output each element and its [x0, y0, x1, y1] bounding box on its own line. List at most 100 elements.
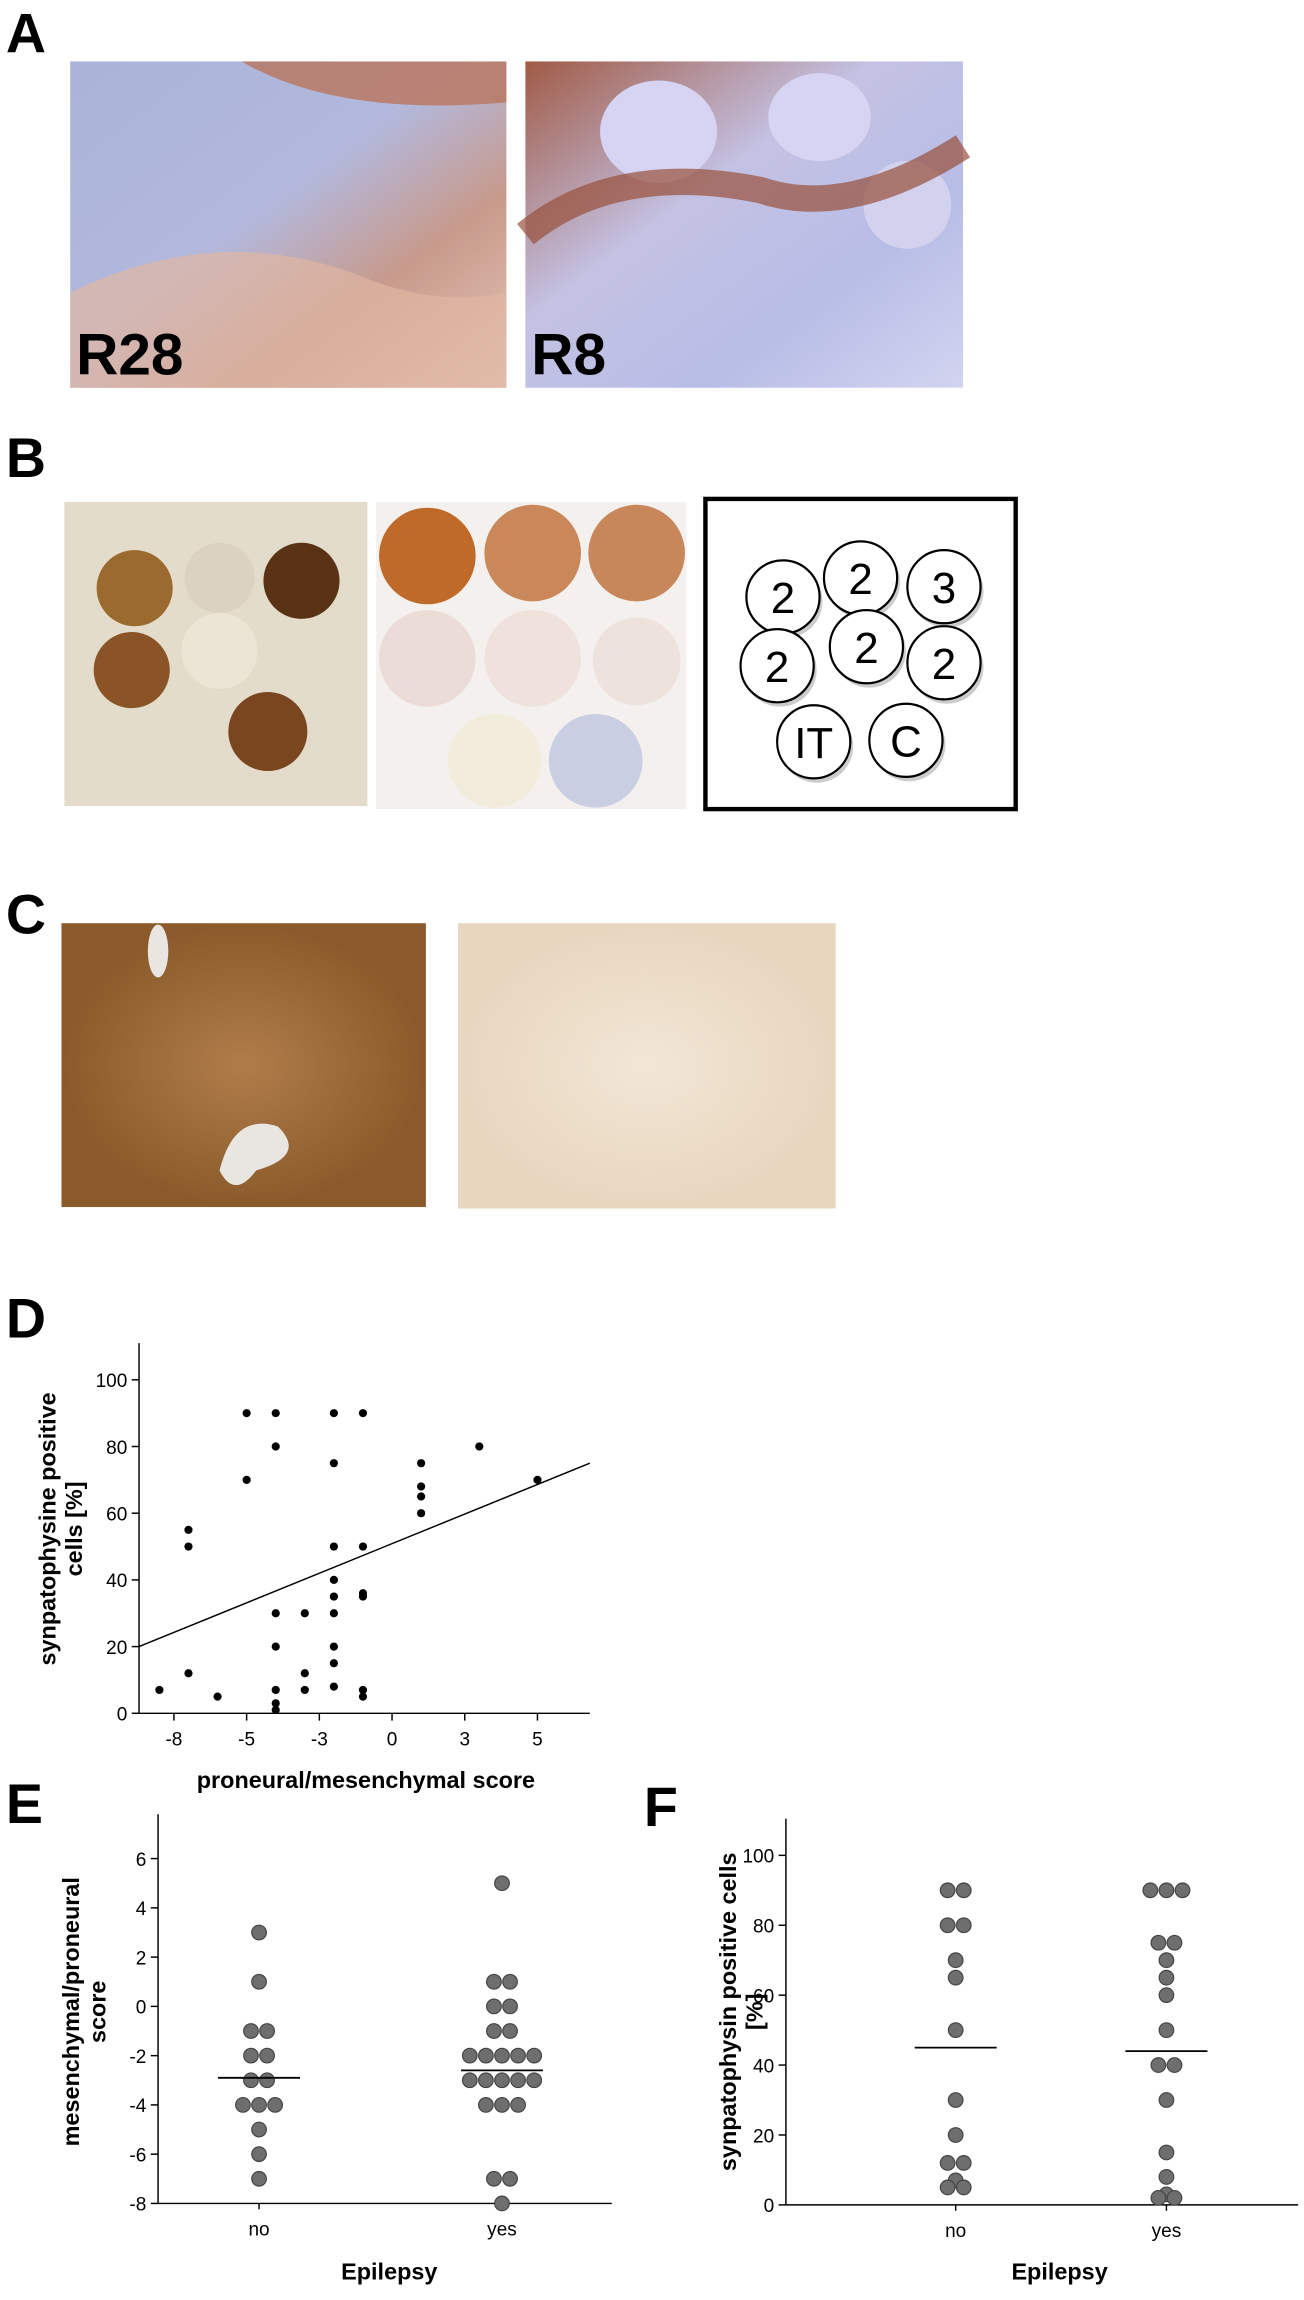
data-point: [955, 1917, 972, 1934]
panel-label: B: [6, 427, 46, 489]
data-point: [300, 1669, 309, 1678]
data-point: [502, 1973, 518, 1990]
data-point: [329, 1459, 338, 1468]
data-point: [259, 2047, 275, 2064]
score-label: C: [890, 717, 922, 766]
data-point: [329, 1609, 338, 1618]
data-point: [494, 1875, 510, 1892]
data-point: [486, 2170, 502, 2187]
y-axis-label: synpatophysin positive cells: [715, 1852, 741, 2171]
score-circle: [828, 609, 905, 685]
data-point: [939, 1882, 956, 1899]
data-point: [358, 1589, 368, 1598]
fit-line: [138, 1462, 591, 1648]
x-tick-label: 5: [532, 1729, 543, 1750]
data-point: [329, 1642, 338, 1651]
data-point: [329, 1409, 338, 1418]
data-point: [1166, 1934, 1183, 1951]
data-point: [1158, 2144, 1175, 2161]
score-label: 2: [932, 640, 956, 689]
data-point: [955, 2179, 972, 2196]
y-tick-label: 6: [136, 1850, 147, 1871]
data-point: [329, 1542, 338, 1551]
y-tick-label: 100: [96, 1371, 128, 1392]
y-tick-label: 0: [117, 1705, 128, 1726]
data-point: [271, 1609, 280, 1618]
data-point: [947, 2127, 964, 2143]
data-point: [271, 1409, 280, 1418]
tissue-array-photo: [376, 501, 687, 810]
panel-label: A: [6, 3, 46, 65]
data-point: [271, 1705, 280, 1715]
data-point: [494, 2195, 510, 2212]
data-point: [417, 1492, 426, 1501]
y-tick-label: 0: [764, 2196, 775, 2217]
y-tick-label: 2: [136, 1948, 147, 1969]
data-point: [243, 2072, 259, 2089]
data-point: [526, 2072, 543, 2089]
score-circle: [868, 702, 944, 779]
y-tick-label: 4: [136, 1899, 147, 1920]
x-tick-label: -5: [238, 1729, 255, 1750]
data-point: [1158, 2169, 1175, 2185]
y-tick-label: 40: [753, 2056, 774, 2077]
data-point: [502, 1998, 518, 2015]
data-point: [271, 1442, 280, 1451]
data-point: [510, 2047, 526, 2064]
y-tick-label: 100: [742, 1847, 774, 1868]
data-point: [1166, 2190, 1183, 2206]
x-tick-label: yes: [1152, 2221, 1182, 2242]
data-point: [300, 1685, 309, 1695]
data-point: [242, 1409, 251, 1418]
image-label: R8: [531, 323, 606, 388]
data-point: [1158, 2022, 1175, 2039]
y-tick-label: 20: [753, 2126, 774, 2147]
data-point: [955, 1882, 972, 1899]
y-tick-label: 60: [106, 1505, 127, 1526]
data-point: [243, 2047, 259, 2064]
data-point: [486, 2023, 502, 2039]
x-tick-label: -3: [311, 1729, 328, 1750]
data-point: [259, 2072, 275, 2089]
score-circles: 2 2 32 2 2IT C: [739, 540, 984, 783]
data-point: [251, 2146, 267, 2163]
data-point: [1158, 1969, 1175, 1986]
y-axis-label: score: [84, 1981, 110, 2043]
score-label: 2: [854, 624, 878, 673]
data-point: [184, 1669, 193, 1678]
y-tick-label: -8: [129, 2195, 146, 2216]
data-point: [184, 1525, 193, 1534]
y-tick-label: 80: [753, 1917, 774, 1938]
score-label: 2: [771, 574, 795, 623]
data-point: [502, 2023, 518, 2039]
micrograph: [458, 923, 836, 1209]
data-point: [1150, 2057, 1167, 2073]
x-tick-label: no: [945, 2221, 966, 2242]
y-axis-label: cells [%]: [61, 1481, 87, 1576]
x-axis-label: proneural/mesenchymal score: [197, 1767, 535, 1793]
data-point: [955, 2155, 972, 2171]
x-tick-label: no: [248, 2220, 269, 2241]
panel-label: F: [644, 1776, 678, 1838]
x-tick-label: yes: [487, 2220, 517, 2241]
data-point: [300, 1609, 309, 1618]
y-axis-label: mesenchymal/proneural: [58, 1877, 84, 2146]
score-circle: [776, 704, 852, 780]
data-point: [251, 2121, 267, 2138]
data-point: [526, 2047, 543, 2064]
data-point: [267, 2097, 284, 2113]
data-point: [417, 1482, 426, 1491]
data-point: [486, 1998, 502, 2015]
data-point: [1158, 2092, 1175, 2108]
data-point: [358, 1542, 368, 1551]
x-tick-label: -8: [165, 1729, 182, 1750]
score-label: IT: [794, 719, 833, 768]
score-circle: [906, 625, 982, 701]
data-point: [1158, 1987, 1175, 2004]
data-point: [494, 2097, 510, 2113]
data-point: [939, 1917, 956, 1934]
micrograph: [70, 61, 507, 388]
data-point: [947, 1952, 964, 1969]
score-label: 3: [932, 564, 956, 613]
